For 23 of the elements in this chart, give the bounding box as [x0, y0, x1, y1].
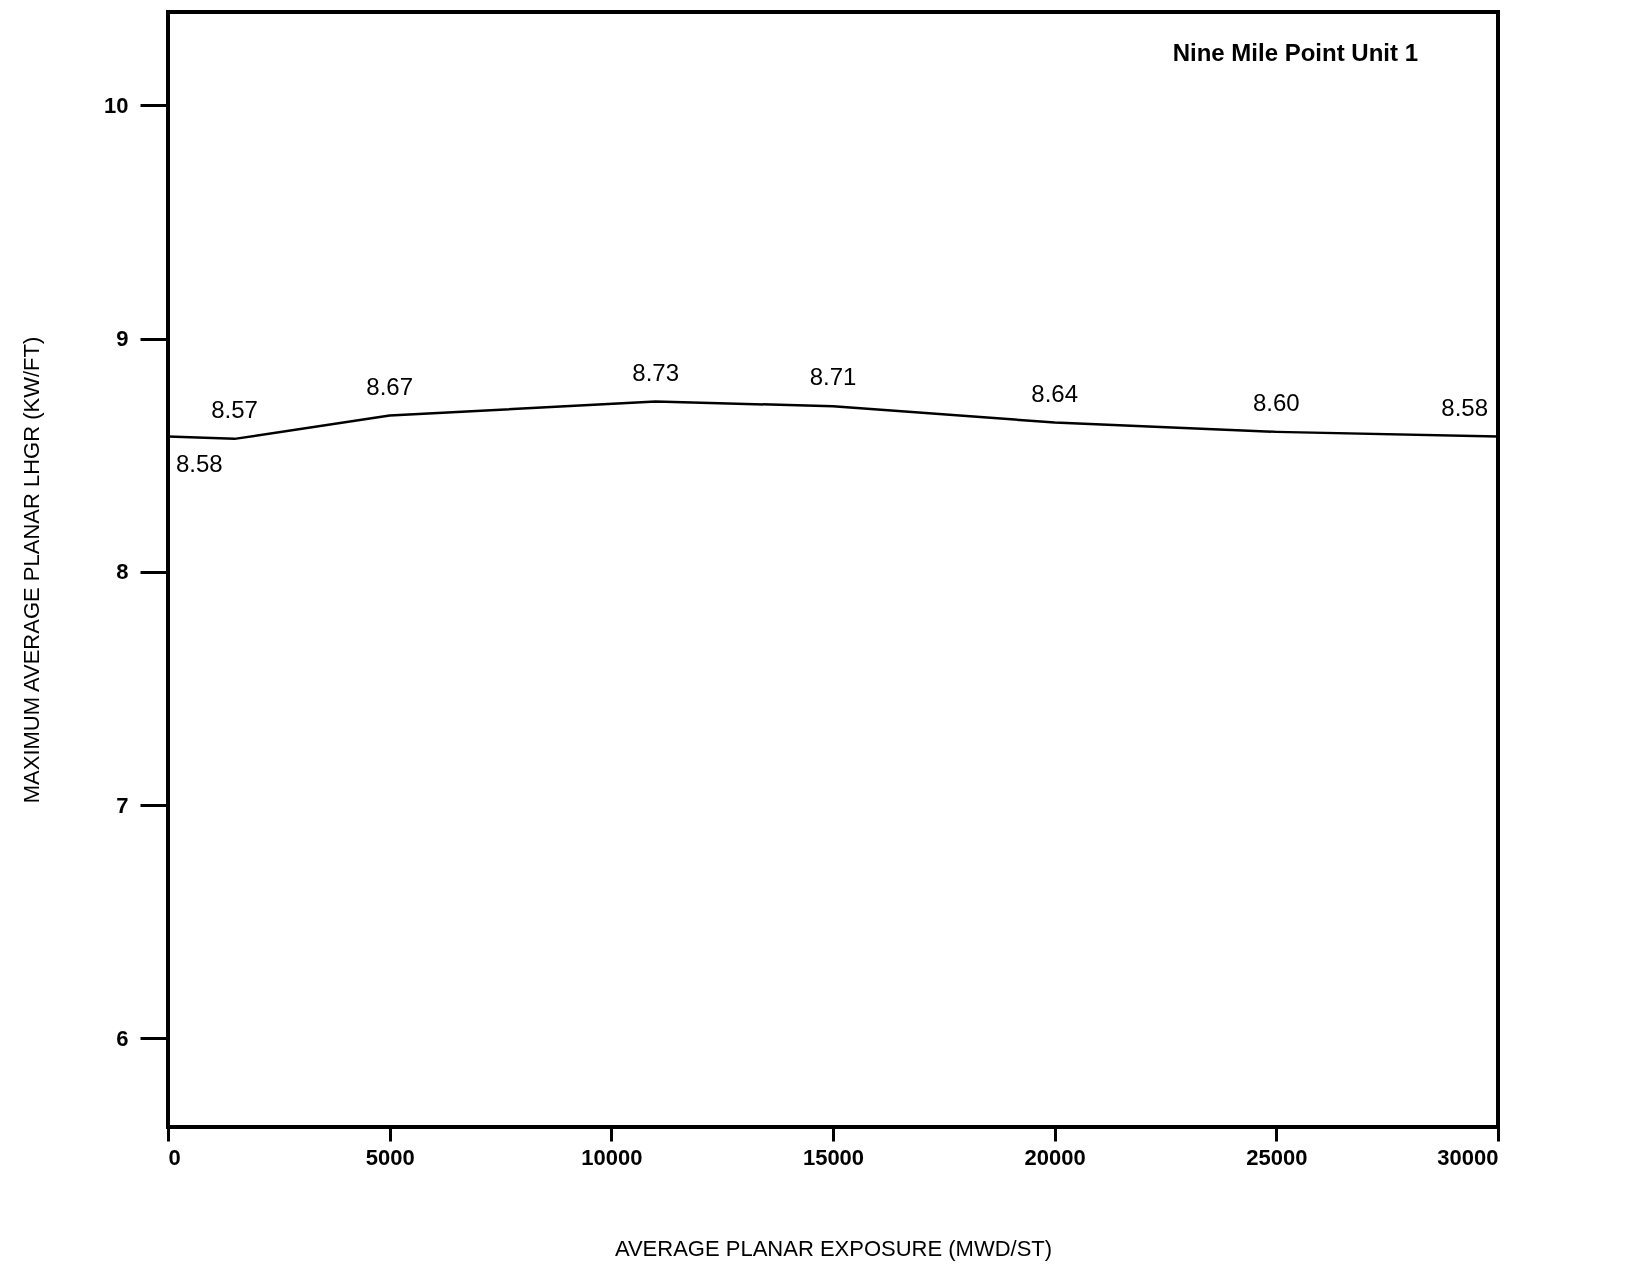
data-label: 8.71	[809, 363, 857, 391]
data-label: 8.57	[211, 395, 258, 423]
data-label: 8.58	[176, 449, 223, 477]
data-label: 8.60	[1252, 388, 1300, 416]
annotation: Nine Mile Point Unit 1	[1172, 39, 1418, 66]
y-tick-label: 10	[104, 92, 129, 118]
data-label: 8.64	[1031, 379, 1079, 407]
x-tick-label: 30000	[1437, 1144, 1499, 1170]
data-label: 8.67	[366, 372, 414, 400]
data-label: 8.58	[1441, 393, 1488, 421]
y-tick-label: 6	[116, 1025, 129, 1051]
x-tick-label: 5000	[365, 1144, 415, 1170]
x-tick-label: 10000	[581, 1144, 643, 1170]
y-tick-label: 7	[116, 792, 129, 818]
x-tick-label: 15000	[802, 1144, 865, 1170]
x-tick-label: 0	[168, 1144, 181, 1170]
y-tick-label: 8	[116, 559, 129, 585]
x-axis-title: AVERAGE PLANAR EXPOSURE (MWD/ST)	[614, 1235, 1053, 1261]
y-tick-label: 9	[116, 326, 129, 352]
x-tick-label: 20000	[1024, 1144, 1086, 1170]
x-tick-label: 25000	[1246, 1144, 1308, 1170]
y-axis-title: MAXIMUM AVERAGE PLANAR LHGR (KW/FT)	[19, 336, 45, 804]
data-label: 8.73	[632, 358, 680, 386]
